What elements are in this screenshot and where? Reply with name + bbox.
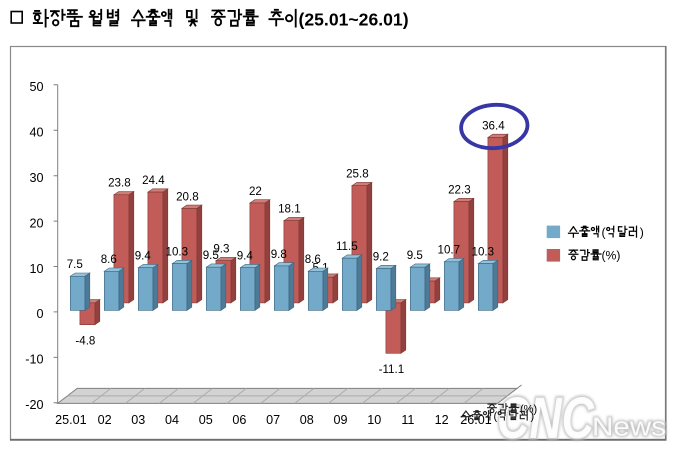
svg-text:22: 22 xyxy=(249,185,262,198)
svg-text:-10: -10 xyxy=(25,353,43,367)
svg-text:(%): (%) xyxy=(520,404,537,416)
svg-text:9.4: 9.4 xyxy=(135,250,152,263)
svg-text:02: 02 xyxy=(98,413,112,427)
svg-text:10.3: 10.3 xyxy=(166,246,189,259)
svg-text:40: 40 xyxy=(29,126,43,140)
svg-text:9.5: 9.5 xyxy=(407,249,423,262)
svg-text:9.5: 9.5 xyxy=(203,249,219,262)
svg-text:): ) xyxy=(531,411,535,423)
svg-text:9.3: 9.3 xyxy=(213,243,229,256)
svg-text:23.8: 23.8 xyxy=(108,177,131,190)
svg-text:08: 08 xyxy=(300,413,314,427)
svg-text:12: 12 xyxy=(435,413,449,427)
svg-text:50: 50 xyxy=(29,80,43,94)
svg-text:30: 30 xyxy=(29,171,43,185)
svg-text:25.01: 25.01 xyxy=(55,413,87,427)
svg-text:20: 20 xyxy=(29,216,43,230)
svg-text:8.6: 8.6 xyxy=(101,253,117,266)
svg-text:04: 04 xyxy=(165,413,179,427)
svg-text:9.8: 9.8 xyxy=(271,248,287,261)
svg-text:10: 10 xyxy=(29,262,43,276)
svg-text:18.1: 18.1 xyxy=(278,203,301,216)
svg-text:11: 11 xyxy=(401,413,414,427)
svg-text:09: 09 xyxy=(333,413,347,427)
svg-text:): ) xyxy=(640,225,644,239)
svg-text:7.5: 7.5 xyxy=(67,258,83,271)
svg-text:36.4: 36.4 xyxy=(482,119,505,132)
svg-text:9.4: 9.4 xyxy=(237,250,254,263)
svg-text:News: News xyxy=(592,414,666,442)
svg-text:06: 06 xyxy=(232,413,246,427)
svg-text:(%): (%) xyxy=(602,249,621,263)
svg-text:22.3: 22.3 xyxy=(448,184,471,197)
svg-text:-11.1: -11.1 xyxy=(379,363,405,376)
svg-text:10: 10 xyxy=(367,413,381,427)
svg-text:24.4: 24.4 xyxy=(142,174,165,187)
svg-text:25.8: 25.8 xyxy=(346,168,369,181)
svg-text:05: 05 xyxy=(199,413,213,427)
svg-text:8.6: 8.6 xyxy=(305,253,321,266)
svg-text:07: 07 xyxy=(266,413,280,427)
svg-text:(25.01~26.01): (25.01~26.01) xyxy=(299,9,409,29)
svg-text:News: News xyxy=(592,414,666,442)
svg-text:(: ( xyxy=(602,225,606,239)
svg-text:-20: -20 xyxy=(25,398,43,412)
svg-text:10.3: 10.3 xyxy=(472,246,495,259)
svg-text:-4.8: -4.8 xyxy=(75,334,95,347)
svg-text:10.7: 10.7 xyxy=(438,244,461,257)
svg-text:11.5: 11.5 xyxy=(336,240,358,253)
svg-text:9.2: 9.2 xyxy=(373,251,389,264)
svg-text:0: 0 xyxy=(36,307,43,321)
svg-text:03: 03 xyxy=(131,413,145,427)
svg-text:(: ( xyxy=(494,411,498,423)
svg-text:20.8: 20.8 xyxy=(176,190,199,203)
